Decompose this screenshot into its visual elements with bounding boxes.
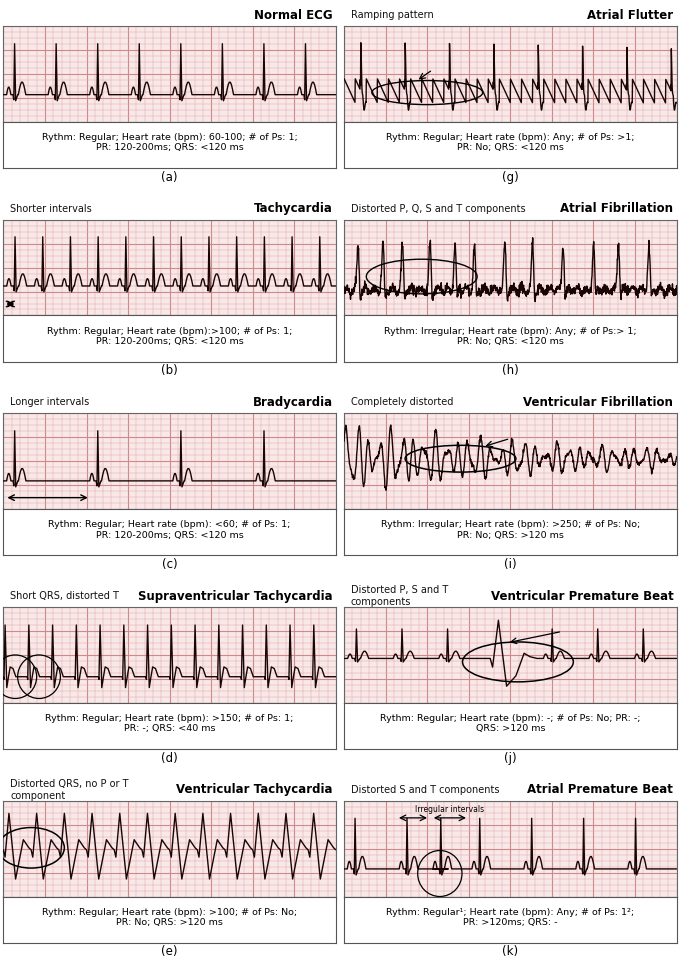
Text: Ventricular Fibrillation: Ventricular Fibrillation bbox=[524, 396, 673, 409]
Text: Rythm: Regular; Heart rate (bpm): 60-100; # of Ps: 1;
PR: 120-200ms; QRS: <120 m: Rythm: Regular; Heart rate (bpm): 60-100… bbox=[41, 133, 297, 152]
Text: Irregular intervals: Irregular intervals bbox=[415, 805, 484, 814]
Text: (d): (d) bbox=[161, 752, 178, 765]
Text: Supraventricular Tachycardia: Supraventricular Tachycardia bbox=[138, 589, 333, 603]
Text: Atrial Fibrillation: Atrial Fibrillation bbox=[560, 202, 673, 216]
Text: Ramping pattern: Ramping pattern bbox=[351, 11, 434, 20]
Text: Longer intervals: Longer intervals bbox=[10, 398, 89, 407]
Text: Distorted S and T components: Distorted S and T components bbox=[351, 785, 499, 794]
Text: Short QRS, distorted T: Short QRS, distorted T bbox=[10, 591, 119, 601]
Text: (g): (g) bbox=[502, 170, 519, 184]
Text: Rythm: Regular; Heart rate (bpm): >150; # of Ps: 1;
PR: -; QRS: <40 ms: Rythm: Regular; Heart rate (bpm): >150; … bbox=[46, 714, 294, 733]
Text: Rythm: Regular; Heart rate (bpm):>100; # of Ps: 1;
PR: 120-200ms; QRS: <120 ms: Rythm: Regular; Heart rate (bpm):>100; #… bbox=[47, 326, 292, 346]
Text: Rythm: Regular¹; Heart rate (bpm): Any; # of Ps: 1²;
PR: >120ms; QRS: -: Rythm: Regular¹; Heart rate (bpm): Any; … bbox=[386, 907, 634, 927]
Text: Normal ECG: Normal ECG bbox=[254, 9, 333, 21]
Text: (e): (e) bbox=[161, 946, 178, 958]
Text: Ventricular Premature Beat: Ventricular Premature Beat bbox=[490, 589, 673, 603]
Text: Rythm: Regular; Heart rate (bpm): -; # of Ps: No; PR: -;
QRS: >120 ms: Rythm: Regular; Heart rate (bpm): -; # o… bbox=[380, 714, 641, 733]
Text: (h): (h) bbox=[502, 364, 519, 377]
Text: Shorter intervals: Shorter intervals bbox=[10, 204, 92, 214]
Text: Tachycardia: Tachycardia bbox=[254, 202, 333, 216]
Text: (i): (i) bbox=[504, 558, 517, 571]
Text: Rythm: Irregular; Heart rate (bpm): Any; # of Ps:> 1;
PR: No; QRS: <120 ms: Rythm: Irregular; Heart rate (bpm): Any;… bbox=[384, 326, 636, 346]
Text: (j): (j) bbox=[504, 752, 517, 765]
Text: Bradycardia: Bradycardia bbox=[252, 396, 333, 409]
Text: Ventricular Tachycardia: Ventricular Tachycardia bbox=[176, 783, 333, 796]
Text: Distorted P, S and T
components: Distorted P, S and T components bbox=[351, 586, 448, 607]
Text: Rythm: Regular; Heart rate (bpm): <60; # of Ps: 1;
PR: 120-200ms; QRS: <120 ms: Rythm: Regular; Heart rate (bpm): <60; #… bbox=[48, 520, 291, 539]
Text: Atrial Premature Beat: Atrial Premature Beat bbox=[528, 783, 673, 796]
Text: Completely distorted: Completely distorted bbox=[351, 398, 453, 407]
Text: (c): (c) bbox=[162, 558, 177, 571]
Text: (b): (b) bbox=[161, 364, 178, 377]
Text: Distorted P, Q, S and T components: Distorted P, Q, S and T components bbox=[351, 204, 526, 214]
Text: Atrial Flutter: Atrial Flutter bbox=[587, 9, 673, 21]
Text: Rythm: Regular; Heart rate (bpm): >100; # of Ps: No;
PR: No; QRS: >120 ms: Rythm: Regular; Heart rate (bpm): >100; … bbox=[42, 907, 297, 927]
Text: (k): (k) bbox=[503, 946, 518, 958]
Text: Rythm: Regular; Heart rate (bpm): Any; # of Ps: >1;
PR: No; QRS: <120 ms: Rythm: Regular; Heart rate (bpm): Any; #… bbox=[386, 133, 634, 152]
Text: Rythm: Irregular; Heart rate (bpm): >250; # of Ps: No;
PR: No; QRS: >120 ms: Rythm: Irregular; Heart rate (bpm): >250… bbox=[381, 520, 640, 539]
Text: Distorted QRS, no P or T
component: Distorted QRS, no P or T component bbox=[10, 779, 129, 800]
Text: (a): (a) bbox=[161, 170, 178, 184]
